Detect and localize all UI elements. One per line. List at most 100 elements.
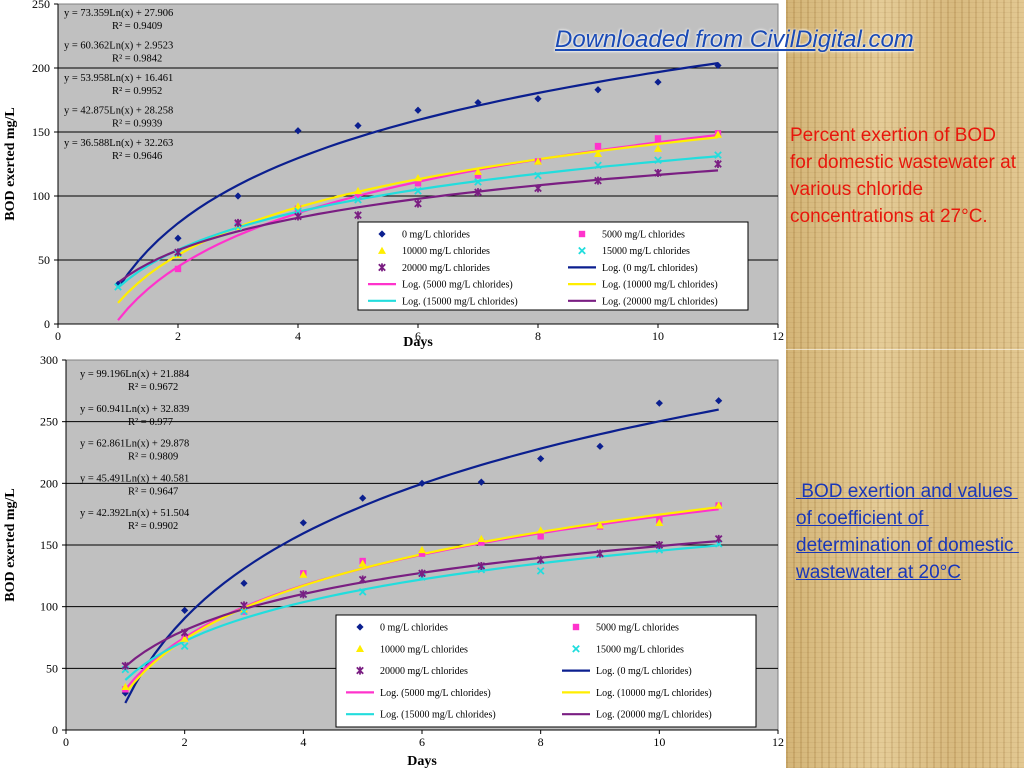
legend-label: 20000 mg/L chlorides	[402, 263, 490, 274]
data-point	[594, 149, 602, 157]
wood-texture-panel	[786, 0, 1024, 768]
r-squared-value: R² = 0.9647	[128, 486, 178, 497]
data-point	[240, 579, 248, 587]
caption-top: Percent exertion of BOD for domestic was…	[790, 125, 1016, 227]
y-tick-label: 50	[38, 253, 50, 267]
y-tick-label: 50	[46, 661, 58, 675]
y-axis-title: BOD exerted mg/L	[3, 488, 18, 602]
legend-box	[335, 614, 757, 728]
x-tick-label: 4	[300, 735, 306, 749]
legend-label: 20000 mg/L chlorides	[380, 666, 468, 677]
data-point	[358, 575, 367, 584]
legend-box	[357, 221, 749, 311]
trendline-4	[117, 169, 719, 284]
bod-chart-27c: 0 50 100 150 200 250 0 2 4 6 8 10 12 Days BOD exerted …	[3, 0, 784, 350]
x-tick-label: 10	[652, 329, 664, 343]
data-point	[294, 127, 302, 135]
r-squared-value: R² = 0.9809	[128, 452, 178, 463]
r-squared-value: R² = 0.9902	[128, 521, 178, 532]
y-tick-label: 250	[40, 415, 58, 429]
data-point	[354, 186, 362, 195]
data-point	[174, 265, 182, 273]
legend-label: Log. (0 mg/L chlorides)	[602, 263, 698, 274]
data-point	[240, 607, 248, 616]
legend-marker	[578, 230, 586, 238]
data-point	[536, 526, 545, 534]
y-tick-label: 0	[44, 317, 50, 331]
legend-label: Log. (15000 mg/L chlorides)	[380, 710, 496, 721]
data-point	[654, 135, 662, 142]
regression-equation: y = 60.941Ln(x) + 32.839	[80, 404, 189, 415]
x-tick-label: 6	[415, 329, 421, 343]
x-tick-label: 2	[182, 735, 188, 749]
legend-marker	[578, 246, 586, 255]
legend-label: Log. (20000 mg/L chlorides)	[602, 296, 718, 307]
trendline-3	[124, 544, 719, 681]
legend-label: Log. (15000 mg/L chlorides)	[402, 296, 518, 307]
y-tick-label: 200	[40, 476, 58, 490]
regression-equation: y = 36.588Ln(x) + 32.263	[64, 138, 173, 149]
data-point	[414, 180, 422, 187]
legend-label: 0 mg/L chlorides	[380, 623, 448, 634]
y-tick-label: 150	[40, 538, 58, 552]
x-tick-label: 0	[63, 735, 69, 749]
data-point	[654, 156, 662, 164]
y-axis-title: BOD exerted mg/L	[3, 107, 18, 221]
data-point	[534, 184, 542, 193]
data-point	[596, 549, 604, 558]
data-point	[418, 545, 426, 554]
legend-label: 5000 mg/L chlorides	[602, 230, 685, 241]
data-point	[354, 211, 362, 220]
legend-label: 10000 mg/L chlorides	[380, 644, 468, 655]
data-point	[414, 106, 422, 114]
data-point	[180, 634, 189, 642]
data-point	[594, 142, 602, 150]
data-point	[294, 212, 302, 221]
data-point	[354, 122, 362, 130]
legend-label: Log. (10000 mg/L chlorides)	[596, 688, 712, 699]
data-point	[414, 174, 422, 182]
data-point	[358, 559, 367, 567]
data-point	[474, 178, 482, 186]
watermark-link[interactable]: Downloaded from CivilDigital.com	[555, 26, 914, 53]
data-point	[478, 539, 485, 546]
data-point	[714, 130, 722, 138]
data-point	[714, 160, 722, 168]
x-tick-label: 0	[55, 329, 61, 343]
regression-equation: y = 45.491Ln(x) + 40.581	[80, 473, 189, 484]
data-point	[655, 518, 664, 526]
data-point	[418, 550, 426, 557]
caption-bottom[interactable]: BOD exertion and values of coefficient o…	[796, 481, 1019, 583]
regression-equation: y = 60.362Ln(x) + 2.9523	[64, 41, 173, 52]
data-point	[654, 168, 662, 177]
x-tick-label: 4	[295, 329, 301, 343]
data-point	[474, 172, 482, 179]
data-point	[414, 199, 422, 208]
r-squared-value: R² = 0.9672	[128, 382, 178, 393]
data-point	[714, 151, 722, 159]
series-4	[174, 160, 722, 257]
legend-marker	[378, 263, 386, 272]
x-tick-label: 8	[538, 735, 544, 749]
legend-label: 5000 mg/L chlorides	[596, 623, 679, 634]
legend-marker	[356, 666, 364, 675]
legend-label: Log. (0 mg/L chlorides)	[596, 666, 692, 677]
r-squared-value: R² = 0.9939	[112, 119, 162, 130]
y-tick-label: 150	[32, 125, 50, 139]
regression-equation: y = 62.861Ln(x) + 29.878	[80, 439, 189, 450]
data-point	[536, 567, 545, 575]
regression-equation: y = 42.875Ln(x) + 28.258	[64, 106, 173, 117]
legend-marker	[572, 623, 580, 631]
wood-divider	[786, 349, 1024, 350]
legend-label: Log. (10000 mg/L chlorides)	[602, 280, 718, 291]
legend-label: Log. (5000 mg/L chlorides)	[380, 688, 491, 699]
data-point	[594, 86, 602, 94]
y-tick-label: 300	[40, 353, 58, 367]
data-point	[294, 202, 302, 210]
legend-label: 10000 mg/L chlorides	[402, 246, 490, 257]
data-point	[299, 570, 308, 578]
x-axis-title: Days	[407, 754, 437, 768]
data-point	[714, 534, 723, 543]
legend-label: Log. (5000 mg/L chlorides)	[402, 280, 513, 291]
regression-equation: y = 99.196Ln(x) + 21.884	[80, 369, 190, 380]
